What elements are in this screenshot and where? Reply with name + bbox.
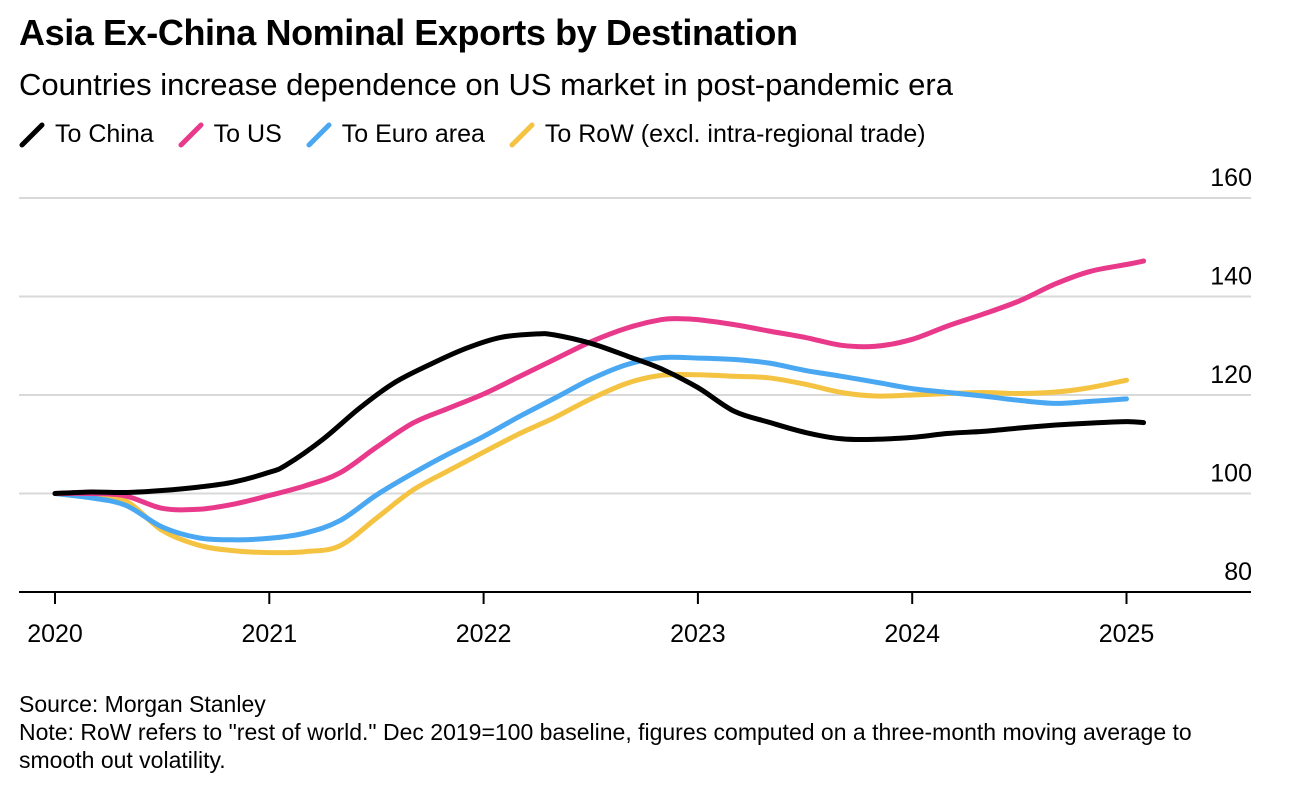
legend-swatch-us-icon: [178, 122, 204, 147]
series-line-us: [52, 258, 1147, 513]
legend: To China To US To Euro area To RoW (excl…: [19, 120, 950, 149]
footer: Source: Morgan Stanley Note: RoW refers …: [19, 690, 1269, 774]
y-tick-label-120: 120: [1210, 361, 1252, 389]
legend-label-row: To RoW (excl. intra-regional trade): [544, 120, 926, 148]
series-line-euro-area: [52, 354, 1129, 543]
x-tick-label-2021: 2021: [241, 620, 297, 648]
legend-item-row: To RoW (excl. intra-regional trade): [509, 120, 926, 149]
y-tick-label-140: 140: [1210, 263, 1252, 291]
legend-swatch-row-icon: [509, 122, 535, 147]
series-line-china: [52, 331, 1147, 496]
series-lines: [52, 258, 1147, 556]
legend-swatch-euro-area-icon: [306, 122, 332, 147]
x-tick-label-2025: 2025: [1099, 620, 1155, 648]
line-chart: 80 100 120 140 160 2020 2021 2022 2023 2024 2025: [19, 164, 1252, 648]
legend-label-china: To China: [55, 120, 154, 148]
methodology-note: Note: RoW refers to "rest of world." Dec…: [19, 719, 1192, 773]
legend-label-us: To US: [213, 120, 282, 148]
legend-swatch-china-icon: [19, 122, 45, 147]
y-tick-label-160: 160: [1210, 164, 1252, 192]
legend-item-us: To US: [178, 120, 282, 149]
legend-item-euro-area: To Euro area: [306, 120, 485, 149]
x-tick-label-2022: 2022: [456, 620, 512, 648]
legend-item-china: To China: [19, 120, 154, 149]
y-tick-label-100: 100: [1210, 460, 1252, 488]
chart-title: Asia Ex-China Nominal Exports by Destina…: [19, 12, 798, 53]
y-tick-label-80: 80: [1224, 558, 1252, 586]
x-tick-label-2023: 2023: [670, 620, 726, 648]
chart-subtitle: Countries increase dependence on US mark…: [19, 67, 953, 102]
x-tick-label-2020: 2020: [27, 620, 83, 648]
x-tick-label-2024: 2024: [884, 620, 940, 648]
source-note: Source: Morgan Stanley: [19, 691, 266, 717]
series-line-row: [52, 371, 1129, 556]
legend-label-euro-area: To Euro area: [341, 120, 485, 148]
gridlines: [19, 197, 1251, 495]
axes: 80 100 120 140 160 2020 2021 2022 2023 2024 2025: [19, 164, 1252, 648]
